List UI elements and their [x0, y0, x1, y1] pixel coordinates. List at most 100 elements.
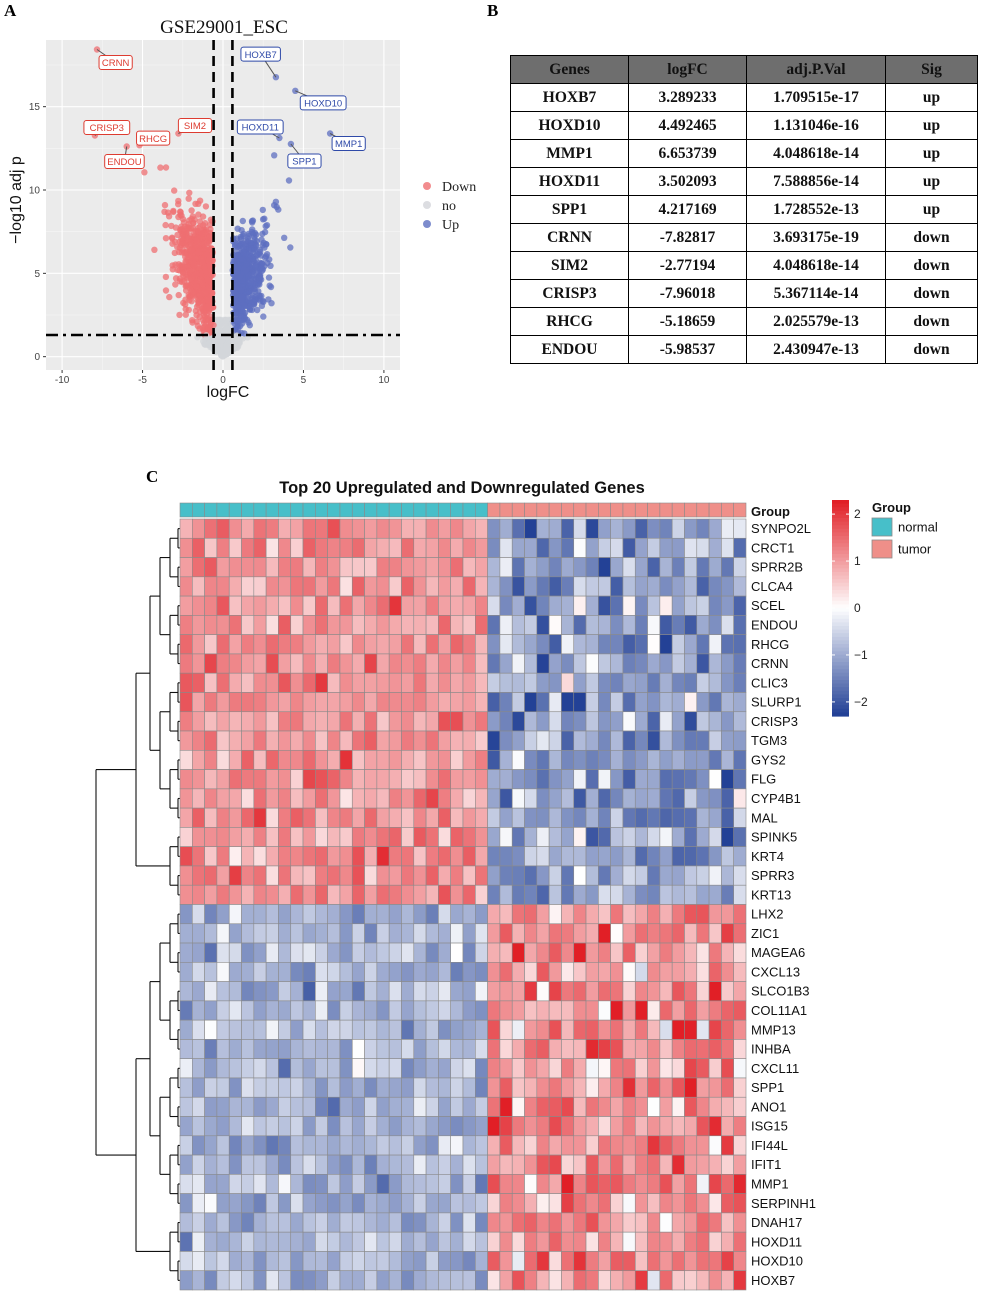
- heatmap-cell: [647, 1000, 661, 1021]
- heatmap-cell: [290, 1019, 304, 1040]
- heatmap-cell: [548, 537, 562, 558]
- heatmap-cell: [228, 1000, 242, 1021]
- heatmap-cell: [228, 653, 242, 674]
- heatmap-cell: [192, 1058, 205, 1079]
- heatmap-cell: [327, 827, 341, 847]
- heatmap-cell: [511, 865, 525, 886]
- heatmap-cell: [561, 942, 575, 963]
- volcano-point: [246, 303, 253, 310]
- heatmap-cell: [351, 1270, 365, 1291]
- heatmap-cell: [647, 557, 661, 578]
- heatmap-cell: [585, 807, 599, 828]
- volcano-point: [166, 293, 173, 301]
- heatmap-cell: [192, 711, 205, 732]
- heatmap-cell: [364, 884, 378, 905]
- heatmap-cell: [696, 1270, 710, 1291]
- heatmap-cell: [351, 923, 365, 944]
- heatmap-cell: [450, 1251, 464, 1272]
- heatmap-cell: [376, 1154, 390, 1175]
- heatmap-cell: [684, 518, 698, 539]
- heatmap-cell: [634, 1058, 648, 1079]
- heatmap-cell: [634, 788, 648, 809]
- heatmap-cell: [511, 788, 525, 809]
- table-cell: RHCG: [510, 307, 629, 336]
- heatmap-cell: [573, 653, 587, 674]
- heatmap-cell: [216, 846, 230, 867]
- group-annotation-cell: [216, 502, 230, 518]
- heatmap-cell: [351, 595, 365, 616]
- heatmap-cell: [192, 1154, 205, 1175]
- heatmap-cell: [438, 1077, 451, 1098]
- heatmap-cell: [265, 1000, 279, 1021]
- heatmap-cell: [278, 1251, 292, 1272]
- heatmap-cell: [659, 904, 673, 925]
- heatmap-cell: [438, 518, 451, 539]
- heatmap-cell: [388, 1154, 402, 1175]
- heatmap-cell: [499, 634, 513, 655]
- heatmap-cell: [561, 1231, 575, 1252]
- heatmap-cell: [585, 672, 599, 693]
- heatmap-cell: [192, 1193, 205, 1214]
- heatmap-cell: [376, 827, 390, 847]
- volcano-point: [248, 228, 256, 236]
- heatmap-cell: [733, 1154, 747, 1175]
- heatmap-cell: [204, 846, 218, 867]
- heatmap-cell: [438, 711, 451, 732]
- heatmap-cell: [241, 518, 255, 539]
- heatmap-cell: [241, 923, 255, 944]
- heatmap-cell: [733, 1096, 747, 1117]
- heatmap-cell: [647, 1251, 661, 1272]
- row-label: SPINK5: [751, 830, 797, 845]
- heatmap-cell: [561, 827, 575, 847]
- heatmap-cell: [659, 711, 673, 732]
- heatmap-cell: [265, 846, 279, 867]
- heatmap-cell: [253, 1096, 267, 1117]
- heatmap-cell: [573, 1077, 587, 1098]
- volcano-point: [193, 318, 200, 325]
- volcano-point: [192, 307, 199, 315]
- heatmap-cell: [413, 615, 427, 635]
- heatmap-cell: [315, 1116, 328, 1137]
- heatmap-cell: [438, 981, 451, 1002]
- heatmap-cell: [671, 865, 685, 886]
- group-annotation-cell: [290, 502, 304, 518]
- heatmap-cell: [708, 615, 722, 635]
- heatmap-cell: [438, 1251, 451, 1272]
- heatmap-cell: [561, 1251, 575, 1272]
- heatmap-cell: [351, 1096, 365, 1117]
- heatmap-cell: [278, 595, 292, 616]
- heatmap-cell: [610, 1251, 624, 1272]
- volcano-point: [251, 285, 258, 293]
- heatmap-cell: [228, 942, 242, 963]
- heatmap-cell: [561, 518, 575, 539]
- heatmap-cell: [278, 557, 292, 578]
- heatmap-cell: [278, 576, 292, 597]
- heatmap-cell: [671, 923, 685, 944]
- heatmap-cell: [364, 1174, 378, 1194]
- heatmap-cell: [339, 1077, 353, 1098]
- volcano-point: [161, 201, 169, 209]
- colorbar-segment: [832, 543, 849, 548]
- heatmap-cell: [179, 962, 193, 982]
- table-cell: -2.77194: [628, 251, 747, 280]
- heatmap-cell: [376, 1019, 390, 1040]
- heatmap-cell: [598, 884, 611, 905]
- heatmap-cell: [622, 1135, 636, 1156]
- heatmap-cell: [204, 1174, 218, 1194]
- colorbar-segment: [832, 640, 849, 645]
- heatmap-cell: [622, 692, 636, 713]
- volcano-point: [247, 239, 254, 246]
- heatmap-cell: [733, 1270, 747, 1291]
- heatmap-cell: [327, 942, 341, 963]
- heatmap-cell: [585, 1019, 599, 1040]
- heatmap-cell: [241, 1096, 255, 1117]
- heatmap-cell: [450, 557, 464, 578]
- volcano-point: [189, 274, 196, 281]
- heatmap-cell: [204, 942, 218, 963]
- heatmap-cell: [610, 1116, 624, 1137]
- heatmap-cell: [499, 1212, 513, 1233]
- table-cell: SIM2: [510, 251, 629, 280]
- table-cell: up: [885, 139, 978, 168]
- heatmap-cell: [462, 1019, 476, 1040]
